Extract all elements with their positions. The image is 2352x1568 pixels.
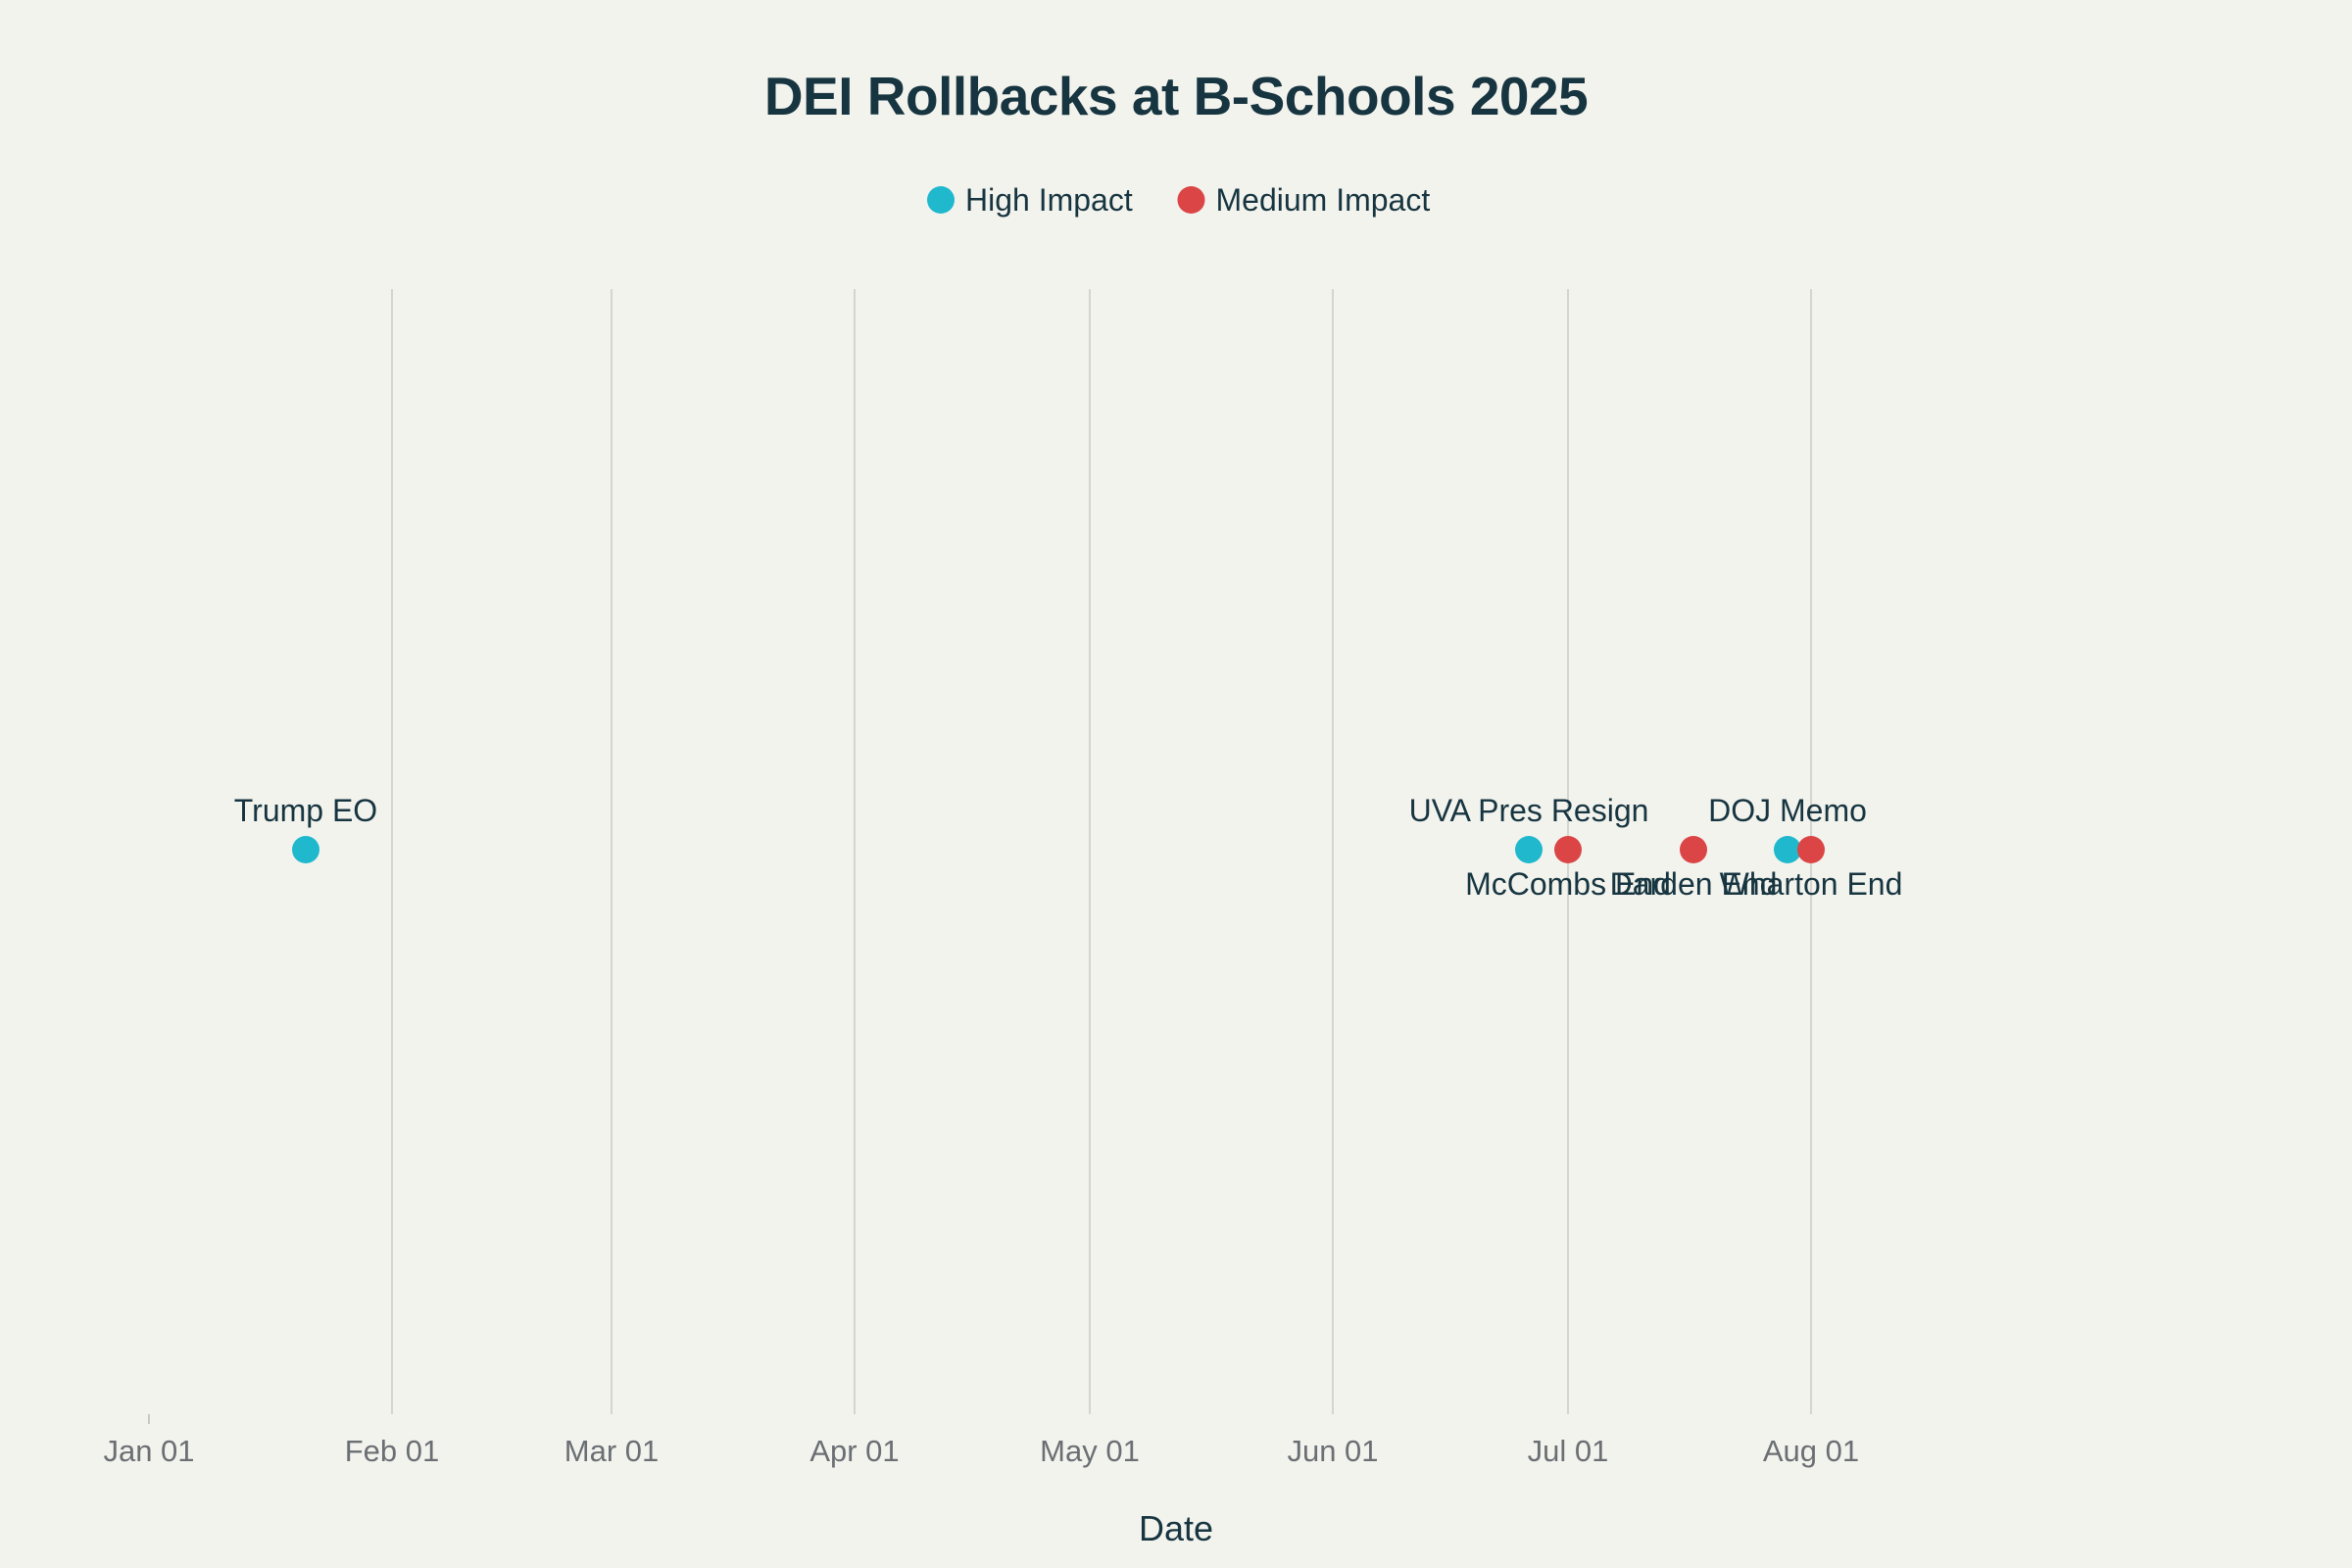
tick-label-may-01: May 01 bbox=[1040, 1434, 1140, 1468]
data-points: Trump EO UVA Pres Resign DOJ Memo McCombs E… bbox=[234, 793, 1903, 902]
legend-label-medium-impact: Medium Impact bbox=[1216, 182, 1431, 218]
tick-label-aug-01: Aug 01 bbox=[1763, 1434, 1859, 1468]
tick-label-jul-01: Jul 01 bbox=[1528, 1434, 1609, 1468]
point-high-impact-uva-pres-resign bbox=[1515, 836, 1543, 863]
point-medium-impact-wharton-end bbox=[1797, 836, 1825, 863]
event-label-uva-pres-resign: UVA Pres Resign bbox=[1409, 793, 1649, 828]
chart-title: DEI Rollbacks at B-Schools 2025 bbox=[764, 66, 1588, 126]
legend-marker-high-impact bbox=[927, 186, 955, 214]
vertical-gridlines bbox=[148, 289, 1812, 1424]
event-label-doj-memo: DOJ Memo bbox=[1708, 793, 1867, 828]
point-medium-impact-darden-end bbox=[1680, 836, 1707, 863]
tick-label-jan-01: Jan 01 bbox=[103, 1434, 194, 1468]
event-label-darden-end: Darden End bbox=[1610, 866, 1778, 902]
x-axis-ticks: Jan 01 Feb 01 Mar 01 Apr 01 May 01 Jun 01 Jul … bbox=[103, 1434, 1859, 1468]
tick-label-mar-01: Mar 01 bbox=[564, 1434, 659, 1468]
tick-label-feb-01: Feb 01 bbox=[345, 1434, 440, 1468]
event-label-trump-eo: Trump EO bbox=[234, 793, 377, 828]
x-axis-title: Date bbox=[1139, 1508, 1213, 1548]
point-high-impact-doj-memo bbox=[1774, 836, 1801, 863]
event-label-mccombs-end: McCombs End bbox=[1465, 866, 1671, 902]
point-high-impact-trump-eo bbox=[292, 836, 319, 863]
legend-label-high-impact: High Impact bbox=[965, 182, 1133, 218]
tick-label-apr-01: Apr 01 bbox=[809, 1434, 899, 1468]
legend-marker-medium-impact bbox=[1177, 186, 1205, 214]
legend: High Impact Medium Impact bbox=[927, 182, 1430, 218]
event-label-wharton-end: Wharton End bbox=[1720, 866, 1903, 902]
tick-label-jun-01: Jun 01 bbox=[1287, 1434, 1378, 1468]
point-medium-impact-mccombs-end bbox=[1554, 836, 1582, 863]
